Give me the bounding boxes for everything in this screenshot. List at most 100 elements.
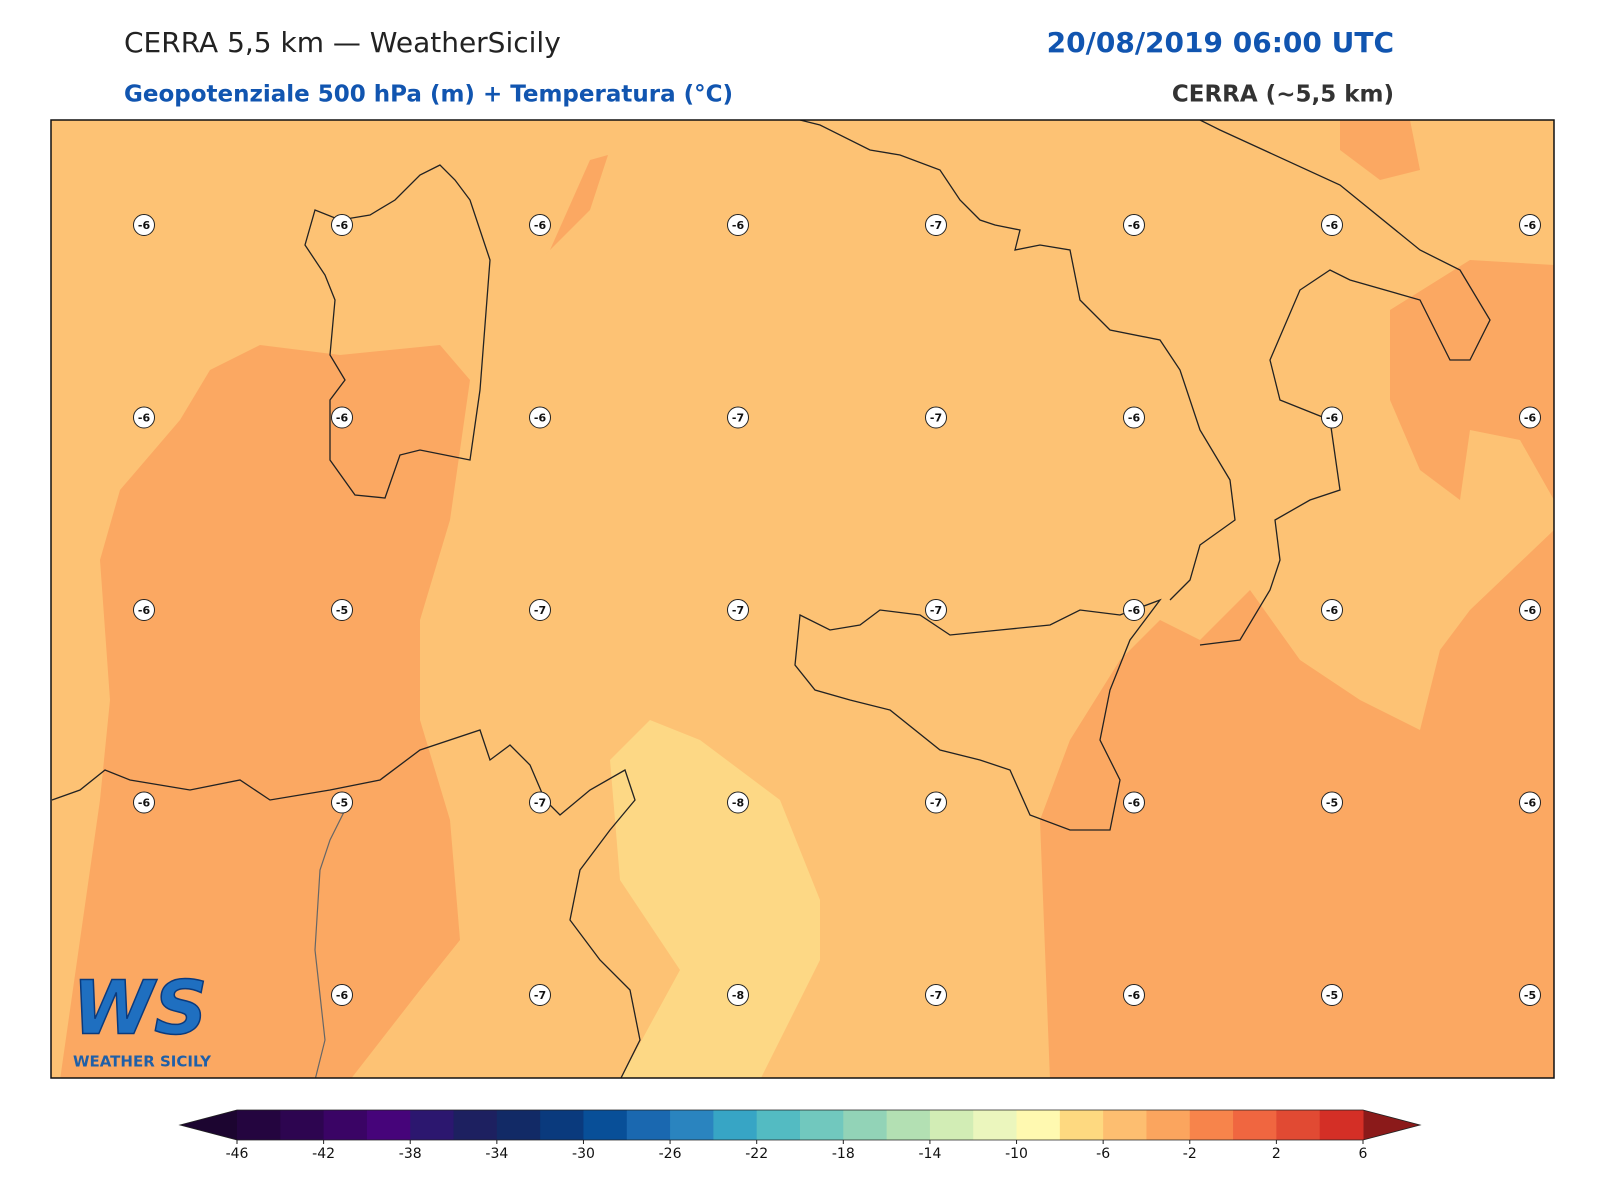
label-marker bbox=[529, 406, 551, 429]
datetime: 20/08/2019 06:00 UTC bbox=[1047, 26, 1394, 59]
label-marker bbox=[331, 984, 353, 1006]
label-marker bbox=[727, 599, 749, 621]
colorbar-segment bbox=[1189, 1110, 1234, 1140]
colorbar-segment bbox=[1103, 1110, 1147, 1140]
temperature-label: -6 bbox=[1524, 412, 1537, 425]
temperature-label: -7 bbox=[930, 797, 942, 810]
colorbar-tick-label: -34 bbox=[485, 1146, 508, 1162]
title: CERRA 5,5 km — WeatherSicily bbox=[124, 26, 561, 59]
label-marker bbox=[925, 791, 947, 814]
colorbar-tick-label: -46 bbox=[226, 1146, 249, 1162]
temperature-label: -6 bbox=[138, 797, 151, 810]
temperature-label: -6 bbox=[1524, 604, 1537, 617]
colorbar-segment bbox=[583, 1110, 628, 1140]
label-marker bbox=[529, 214, 551, 236]
temperature-label: -7 bbox=[732, 412, 744, 425]
label-marker bbox=[529, 984, 551, 1006]
label-marker bbox=[1321, 599, 1343, 621]
colorbar-segment bbox=[973, 1110, 1018, 1140]
label-marker bbox=[727, 214, 749, 236]
temperature-label: -6 bbox=[1326, 604, 1339, 617]
temperature-label: -6 bbox=[138, 604, 151, 617]
temperature-label: -6 bbox=[534, 219, 547, 232]
colorbar-segment bbox=[1319, 1110, 1364, 1140]
label-marker bbox=[925, 984, 947, 1006]
map-frame bbox=[50, 119, 1555, 1079]
colorbar-segment bbox=[843, 1110, 888, 1140]
temperature-label: -6 bbox=[534, 412, 547, 425]
colorbar-segment bbox=[756, 1110, 801, 1140]
colorbar-tick-label: -26 bbox=[659, 1146, 682, 1162]
label-marker bbox=[925, 214, 947, 236]
colorbar-tick-label: -10 bbox=[1005, 1146, 1028, 1162]
label-marker bbox=[133, 791, 155, 814]
label-marker bbox=[1519, 406, 1541, 429]
temperature-label: -6 bbox=[1128, 797, 1141, 810]
label-marker bbox=[1519, 984, 1541, 1006]
colorbar-tick-label: -22 bbox=[745, 1146, 768, 1162]
temperature-label: -7 bbox=[930, 604, 942, 617]
temperature-label: -7 bbox=[732, 604, 744, 617]
temperature-label: -6 bbox=[1128, 219, 1141, 232]
warm-region bbox=[1040, 530, 1554, 1078]
label-marker bbox=[331, 406, 353, 429]
label-marker bbox=[133, 406, 155, 429]
temperature-label: -6 bbox=[336, 989, 349, 1002]
temperature-label: -7 bbox=[930, 219, 942, 232]
temperature-label: -6 bbox=[138, 219, 151, 232]
temperature-label: -5 bbox=[1524, 989, 1536, 1002]
label-marker bbox=[1123, 406, 1145, 429]
logo-text: WS bbox=[73, 966, 208, 1052]
label-marker bbox=[1321, 984, 1343, 1006]
temperature-label: -5 bbox=[336, 604, 348, 617]
label-marker bbox=[1123, 214, 1145, 236]
colorbar-segment bbox=[929, 1110, 974, 1140]
subtitle: Geopotenziale 500 hPa (m) + Temperatura … bbox=[124, 82, 733, 108]
colorbar-tick-label: 2 bbox=[1272, 1146, 1281, 1162]
temperature-label: -6 bbox=[1524, 797, 1537, 810]
label-marker bbox=[1123, 791, 1145, 814]
temperature-label: -5 bbox=[1326, 989, 1338, 1002]
colorbar-segment bbox=[453, 1110, 498, 1140]
warm-region bbox=[1340, 120, 1420, 180]
label-marker bbox=[1123, 599, 1145, 621]
label-marker bbox=[331, 214, 353, 236]
label-marker bbox=[727, 406, 749, 429]
colorbar-tick-label: -18 bbox=[832, 1146, 855, 1162]
cool-region bbox=[610, 720, 820, 1078]
temperature-label: -7 bbox=[930, 412, 942, 425]
label-marker bbox=[1519, 791, 1541, 814]
temperature-label: -5 bbox=[336, 797, 348, 810]
temperature-label: -6 bbox=[336, 219, 349, 232]
colorbar-segment bbox=[1146, 1110, 1191, 1140]
temperature-label: -8 bbox=[732, 797, 744, 810]
model: CERRA (~5,5 km) bbox=[1172, 82, 1394, 108]
colorbar-segment bbox=[713, 1110, 758, 1140]
temperature-label: -6 bbox=[1128, 412, 1141, 425]
colorbar-segment bbox=[626, 1110, 671, 1140]
label-marker bbox=[727, 791, 749, 814]
colorbar-segment bbox=[1016, 1110, 1061, 1140]
colorbar-segment bbox=[237, 1110, 281, 1140]
temperature-label: -6 bbox=[138, 412, 151, 425]
colorbar-extend-high bbox=[1363, 1110, 1420, 1140]
warm-region bbox=[1390, 260, 1554, 500]
temperature-label: -8 bbox=[732, 989, 744, 1002]
label-marker bbox=[331, 599, 353, 621]
label-marker bbox=[331, 791, 353, 814]
temperature-label: -7 bbox=[930, 989, 942, 1002]
temperature-label: -5 bbox=[1326, 797, 1338, 810]
colorbar-tick-label: -6 bbox=[1096, 1146, 1110, 1162]
label-marker bbox=[925, 599, 947, 621]
colorbar-segment bbox=[886, 1110, 931, 1140]
colorbar-segment bbox=[496, 1110, 541, 1140]
colorbar-segment bbox=[800, 1110, 844, 1140]
temperature-label: -6 bbox=[1524, 219, 1537, 232]
colorbar-tick-label: -42 bbox=[312, 1146, 335, 1162]
temperature-label: -6 bbox=[336, 412, 349, 425]
label-marker bbox=[529, 791, 551, 814]
label-marker bbox=[727, 984, 749, 1006]
temperature-label: -6 bbox=[1128, 989, 1141, 1002]
warm-region bbox=[545, 155, 608, 255]
label-marker bbox=[133, 599, 155, 621]
